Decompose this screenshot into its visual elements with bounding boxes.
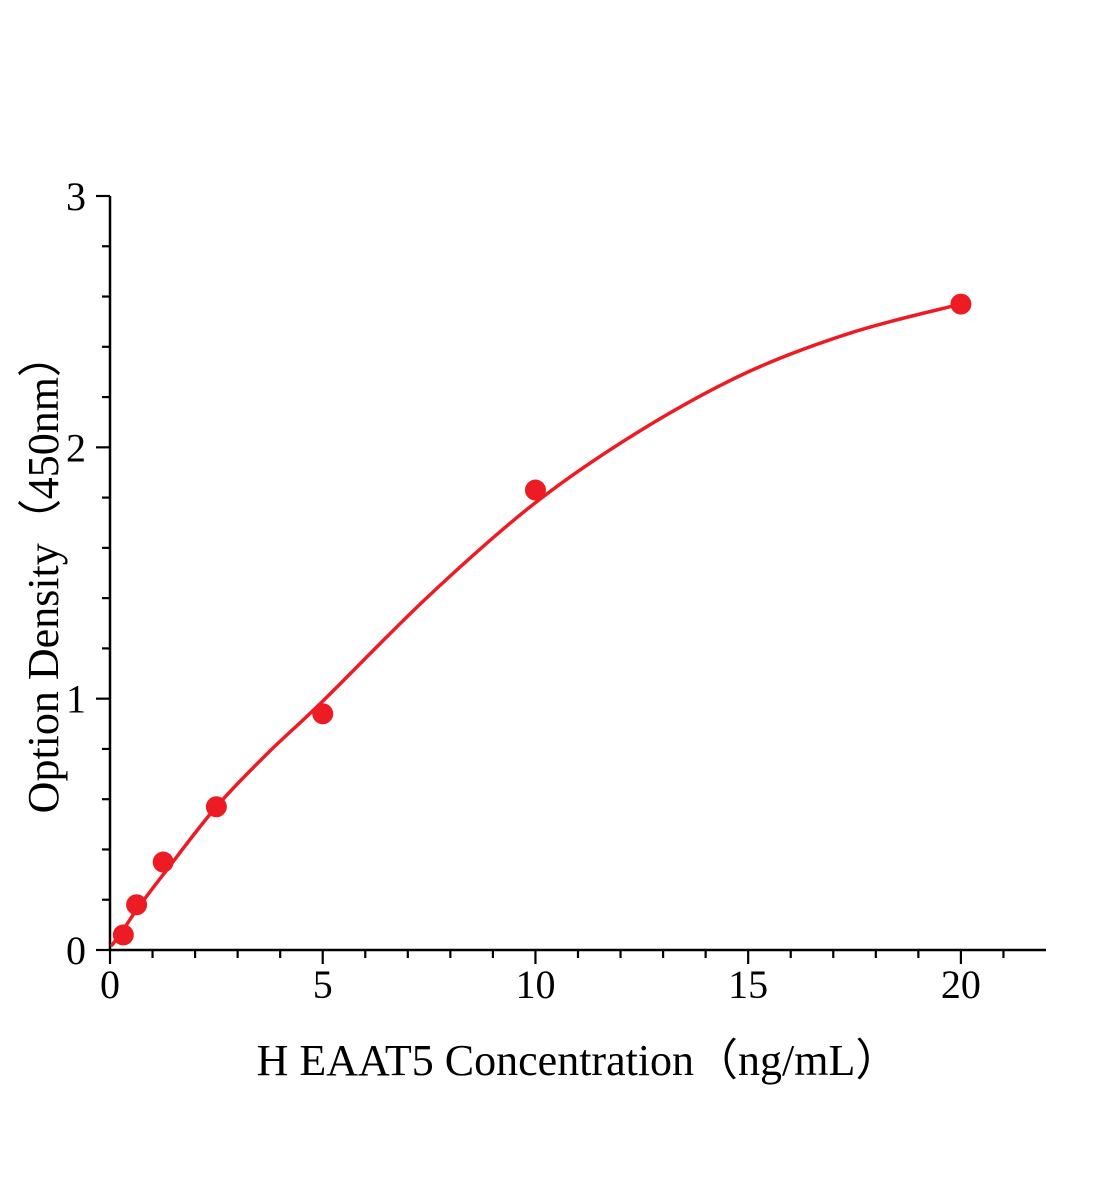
x-tick-label: 20	[941, 962, 981, 1007]
fit-curve	[110, 302, 963, 947]
data-point	[152, 851, 174, 873]
y-axis-label: Option Density（450nm）	[19, 332, 68, 814]
data-point	[112, 924, 134, 946]
x-tick-label: 15	[728, 962, 768, 1007]
y-axis-label-wrap: Option Density（450nm）	[6, 196, 82, 950]
data-point	[950, 293, 972, 315]
x-tick-label: 0	[100, 962, 120, 1007]
x-tick-label: 5	[313, 962, 333, 1007]
y-tick-label: 0	[66, 928, 86, 973]
data-point	[524, 479, 546, 501]
y-tick-label: 2	[66, 425, 86, 470]
data-point	[312, 703, 334, 725]
data-point	[126, 894, 148, 916]
y-tick-label: 3	[66, 174, 86, 219]
x-axis-label: H EAAT5 Concentration（ng/mL）	[256, 1036, 900, 1085]
y-tick-label: 1	[66, 677, 86, 722]
data-point	[205, 796, 227, 818]
x-tick-label: 10	[515, 962, 555, 1007]
